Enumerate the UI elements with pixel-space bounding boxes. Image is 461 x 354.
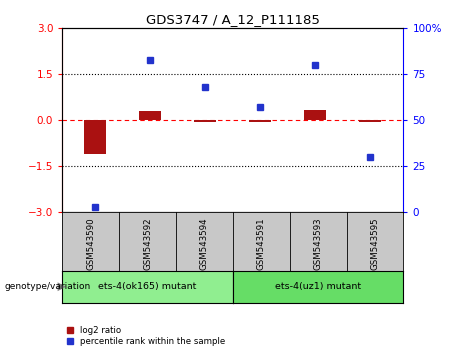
Bar — [304, 110, 326, 120]
Text: GSM543591: GSM543591 — [257, 217, 266, 270]
Bar — [360, 120, 381, 122]
Bar — [194, 120, 216, 122]
Text: GSM543592: GSM543592 — [143, 217, 152, 270]
Bar — [84, 120, 106, 154]
Text: ets-4(ok165) mutant: ets-4(ok165) mutant — [98, 282, 197, 291]
Text: GSM543595: GSM543595 — [371, 217, 379, 270]
Text: genotype/variation: genotype/variation — [5, 282, 91, 291]
Title: GDS3747 / A_12_P111185: GDS3747 / A_12_P111185 — [146, 13, 320, 26]
Text: GSM543590: GSM543590 — [86, 217, 95, 270]
Bar — [139, 111, 161, 120]
Legend: log2 ratio, percentile rank within the sample: log2 ratio, percentile rank within the s… — [66, 326, 225, 346]
Text: ets-4(uz1) mutant: ets-4(uz1) mutant — [275, 282, 361, 291]
Text: GSM543593: GSM543593 — [313, 217, 323, 270]
Polygon shape — [58, 282, 66, 291]
Text: GSM543594: GSM543594 — [200, 217, 209, 270]
Bar — [249, 120, 272, 122]
